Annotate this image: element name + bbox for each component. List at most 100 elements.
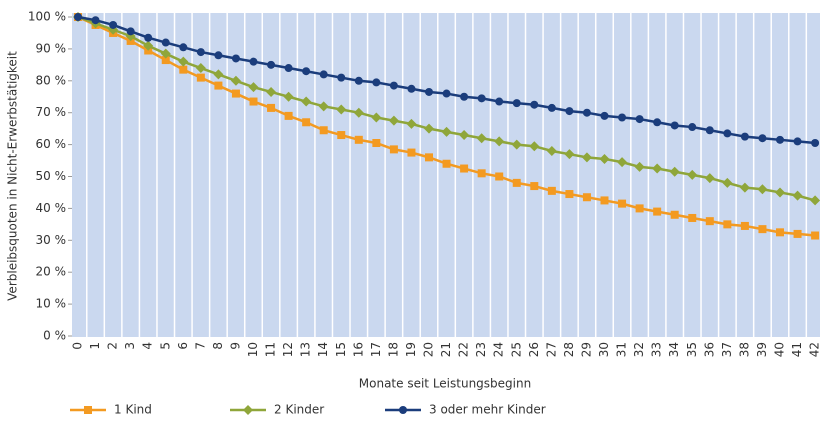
marker (546, 145, 557, 156)
marker (284, 64, 293, 73)
marker (109, 20, 118, 29)
marker (758, 225, 767, 234)
x-tick-label: 32 (632, 342, 646, 357)
marker (337, 73, 346, 82)
y-tick-label: 30 % (36, 233, 67, 247)
marker (653, 118, 662, 127)
marker (195, 63, 206, 74)
marker (442, 89, 451, 98)
marker (336, 104, 347, 115)
legend-label: 2 Kinder (274, 403, 324, 417)
marker (723, 129, 732, 138)
marker (811, 231, 820, 240)
marker (389, 145, 398, 154)
x-tick-label: 13 (299, 342, 313, 357)
marker (495, 172, 504, 181)
x-tick-label: 39 (755, 342, 769, 357)
marker (126, 27, 135, 36)
marker (776, 228, 784, 237)
marker (722, 177, 733, 188)
x-tick-label: 20 (422, 342, 436, 357)
marker (512, 99, 521, 108)
legend-label: 3 oder mehr Kinder (429, 403, 546, 417)
y-tick-label: 60 % (36, 137, 67, 151)
marker (635, 115, 644, 124)
x-tick-label: 29 (579, 342, 593, 357)
marker (740, 221, 749, 230)
x-tick-label: 5 (158, 342, 172, 350)
x-tick-label: 10 (246, 342, 260, 357)
marker (547, 103, 556, 112)
marker (406, 118, 417, 129)
marker (670, 210, 679, 219)
marker (600, 196, 609, 205)
marker (267, 60, 276, 69)
x-tick-label: 8 (211, 342, 225, 350)
x-tick-label: 14 (316, 342, 330, 357)
x-tick-label: 2 (106, 342, 120, 350)
x-tick-label: 31 (615, 342, 629, 357)
x-tick-label: 19 (404, 342, 418, 357)
x-tick-label: 6 (176, 342, 190, 350)
marker (231, 89, 240, 98)
marker (564, 149, 575, 160)
marker (740, 132, 749, 141)
marker (266, 86, 277, 97)
marker (284, 111, 293, 120)
marker (811, 139, 820, 148)
marker (599, 153, 610, 164)
x-tick-label: 24 (492, 342, 506, 357)
x-tick-label: 33 (650, 342, 664, 357)
marker (705, 217, 714, 226)
marker (512, 178, 521, 187)
x-tick-label: 30 (597, 342, 611, 357)
marker (688, 213, 697, 222)
marker (407, 84, 416, 93)
marker (319, 126, 328, 135)
marker (248, 82, 259, 93)
marker (389, 81, 398, 90)
x-tick-label: 36 (702, 342, 716, 357)
marker (372, 78, 381, 87)
y-tick-label: 70 % (36, 105, 67, 119)
x-tick-label: 42 (808, 342, 820, 357)
marker (582, 108, 591, 117)
marker (231, 54, 240, 63)
x-tick-label: 38 (737, 342, 751, 357)
marker (477, 169, 486, 178)
marker (792, 190, 803, 201)
x-tick-label: 35 (685, 342, 699, 357)
marker (459, 130, 470, 141)
marker (179, 65, 188, 74)
marker (354, 76, 363, 85)
x-tick-label: 15 (334, 342, 348, 357)
x-tick-label: 11 (264, 342, 278, 357)
marker (214, 51, 223, 60)
marker (318, 101, 329, 112)
marker (249, 97, 258, 106)
marker (617, 157, 628, 168)
marker (775, 187, 785, 198)
marker (723, 220, 732, 229)
marker (372, 139, 381, 148)
y-tick-label: 10 % (36, 297, 67, 311)
marker (84, 406, 92, 414)
legend-label: 1 Kind (114, 403, 152, 417)
y-axis-label: Verbleibsquoten in Nicht-Erwerbstätigkei… (6, 51, 20, 301)
marker (337, 131, 346, 140)
marker (353, 107, 364, 118)
marker (739, 182, 750, 193)
x-tick-label: 22 (457, 342, 471, 357)
marker (302, 118, 311, 127)
x-tick-label: 34 (667, 342, 681, 357)
x-tick-label: 4 (141, 342, 155, 350)
marker (249, 57, 258, 66)
marker (371, 112, 382, 123)
marker (600, 111, 609, 120)
marker (441, 126, 452, 137)
marker (776, 135, 784, 144)
marker (267, 103, 276, 112)
x-tick-label: 0 (71, 342, 85, 350)
marker (424, 123, 434, 134)
marker (705, 126, 714, 135)
